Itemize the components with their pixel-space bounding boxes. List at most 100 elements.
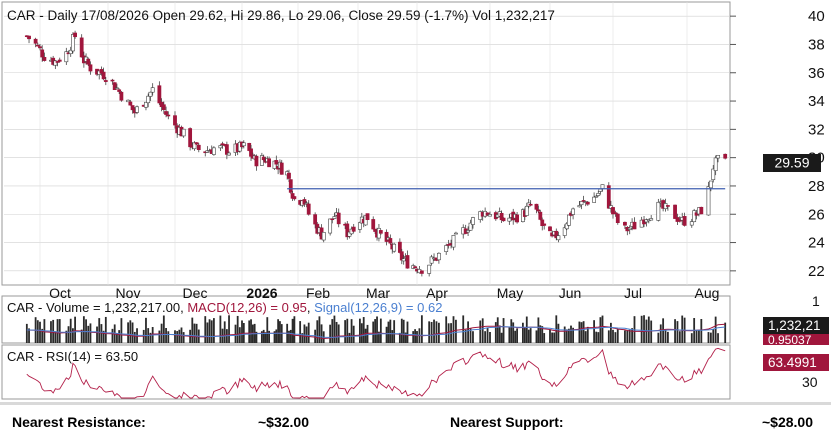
macd-value-label: 0.95037: [768, 333, 812, 347]
volume-bar: [176, 331, 179, 343]
candle-body: [192, 142, 197, 150]
candle-body: [336, 212, 341, 225]
candle-body: [623, 221, 627, 226]
volume-bar: [241, 320, 243, 343]
volume-bar: [539, 325, 542, 343]
candle-body: [274, 160, 279, 165]
volume-bar: [206, 322, 209, 343]
candle-body: [130, 105, 135, 111]
candle: [128, 99, 133, 106]
volume-bar: [535, 330, 538, 343]
volume-bar: [712, 329, 715, 343]
volume-bar: [541, 326, 544, 343]
volume-bars: [25, 315, 727, 343]
candle-body: [115, 87, 119, 90]
volume-bar: [572, 327, 574, 343]
candle: [623, 221, 627, 229]
volume-bar: [543, 333, 546, 343]
candle: [673, 204, 677, 219]
candle: [468, 219, 473, 231]
time-axis-label: Dec: [183, 285, 208, 301]
candle-body: [466, 230, 471, 233]
volume-bar: [593, 320, 595, 343]
volume-bar: [178, 329, 181, 343]
volume-bar: [288, 330, 290, 343]
candle-body: [536, 209, 541, 212]
candle: [212, 146, 216, 156]
candle: [267, 156, 271, 168]
candle-body: [304, 202, 309, 205]
volume-bar: [195, 323, 198, 343]
candle: [585, 201, 590, 206]
candle: [302, 197, 307, 207]
candle: [130, 105, 135, 114]
candle-body: [401, 258, 406, 262]
volume-bar: [360, 323, 363, 343]
volume-bar: [314, 329, 317, 343]
candle-body: [306, 203, 311, 215]
volume-bar: [464, 329, 467, 343]
volume-bar: [100, 324, 103, 343]
candle: [135, 105, 139, 115]
volume-bar: [537, 317, 540, 343]
candle-body: [35, 44, 40, 47]
volume-bar: [481, 318, 484, 343]
candle-body: [68, 49, 73, 55]
signal-line: [26, 326, 726, 338]
candle-body: [27, 35, 31, 40]
volume-bar: [479, 320, 482, 343]
candle: [306, 200, 311, 216]
candle-body: [164, 111, 168, 115]
volume-bar: [364, 328, 367, 343]
candle-body: [598, 188, 603, 192]
volume-bar: [158, 330, 161, 343]
volume-bar: [404, 332, 407, 343]
volume-bar: [379, 318, 382, 343]
candle-body: [596, 193, 601, 196]
volume-bar: [484, 331, 487, 343]
candle: [485, 212, 490, 217]
candle: [292, 196, 297, 201]
candle-body: [42, 57, 47, 61]
volume-bar: [268, 330, 270, 343]
candle: [188, 127, 193, 151]
candle-body: [579, 201, 584, 206]
candle-body: [600, 184, 605, 189]
candle: [571, 207, 576, 220]
volume-bar: [700, 319, 703, 343]
candlestick-series: [24, 30, 728, 277]
volume-bar: [549, 329, 551, 343]
volume-bar: [333, 315, 336, 343]
candle-body: [126, 99, 131, 103]
candle: [666, 205, 670, 211]
volume-value-badge: 1,232,21: [763, 317, 829, 334]
candle-body: [427, 264, 432, 274]
candle: [613, 210, 618, 217]
volume-bar: [391, 330, 394, 343]
candle: [371, 216, 376, 230]
candle-body: [194, 142, 199, 145]
volume-bar: [406, 321, 409, 343]
candle-body: [157, 85, 162, 104]
volume-bar: [72, 328, 74, 343]
candle: [594, 194, 599, 198]
volume-bar: [695, 329, 698, 343]
candle: [656, 198, 661, 222]
candle: [53, 60, 58, 70]
candle: [33, 37, 38, 48]
time-axis-label: Feb: [306, 285, 330, 301]
volume-bar: [89, 323, 92, 343]
candle-body: [656, 201, 661, 221]
candle-body: [507, 217, 512, 222]
candle: [57, 57, 62, 63]
candle-body: [99, 69, 104, 74]
candle-body: [611, 207, 615, 215]
candle: [611, 206, 615, 219]
candle: [564, 222, 569, 231]
candle: [304, 201, 309, 208]
volume-bar: [565, 329, 568, 343]
candle: [429, 254, 434, 266]
candle: [42, 52, 47, 62]
volume-bar: [303, 324, 306, 343]
candle-body: [128, 101, 133, 106]
